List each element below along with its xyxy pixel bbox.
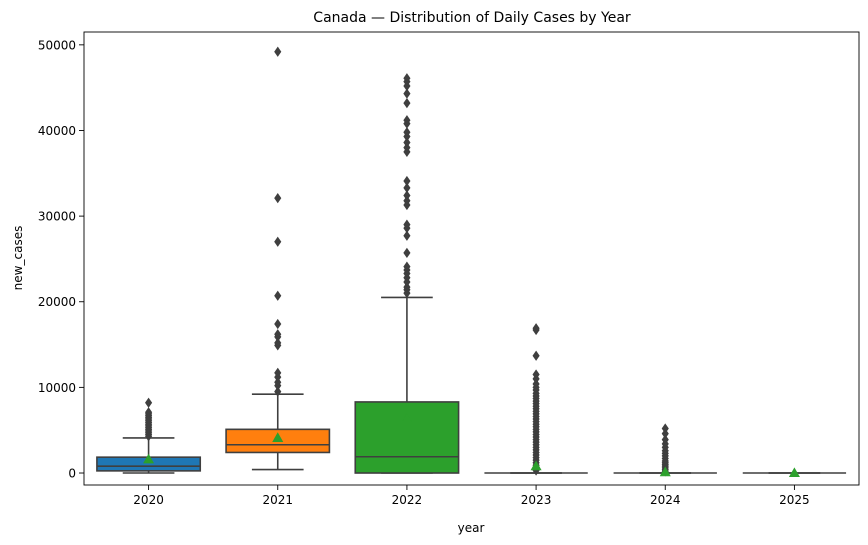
outlier-point xyxy=(403,282,411,293)
outlier-point xyxy=(145,407,153,418)
mean-marker xyxy=(659,466,671,477)
outlier-point xyxy=(274,318,282,330)
x-tick-label: 2025 xyxy=(779,493,810,507)
x-tick-label: 2020 xyxy=(133,493,164,507)
outlier-point xyxy=(403,73,411,84)
chart-title: Canada — Distribution of Daily Cases by … xyxy=(313,10,631,26)
mean-marker xyxy=(143,453,155,464)
x-axis-label: year xyxy=(458,521,485,535)
x-tick-label: 2024 xyxy=(650,493,681,507)
outlier-point xyxy=(274,367,282,378)
y-tick-label: 10000 xyxy=(38,381,76,395)
mean-marker xyxy=(788,467,800,478)
outlier-point xyxy=(403,219,411,230)
mean-marker xyxy=(530,460,542,471)
outlier-point xyxy=(274,236,282,247)
outlier-point xyxy=(274,329,282,340)
plot-area: 0 10000 20000 30000 40000 50000 2020 2021 2022 20… xyxy=(38,38,847,507)
outlier-point xyxy=(532,323,540,334)
outlier-point xyxy=(661,423,669,434)
outlier-point xyxy=(403,261,411,272)
mean-marker xyxy=(272,432,284,442)
y-tick-label: 0 xyxy=(68,467,76,481)
plot-frame xyxy=(83,31,860,486)
y-axis-label: new_cases xyxy=(11,226,25,291)
outlier-point xyxy=(403,127,411,138)
outlier-point xyxy=(403,182,411,193)
outlier-point xyxy=(274,337,282,348)
x-tick-label: 2023 xyxy=(521,493,552,507)
y-tick-label: 20000 xyxy=(38,295,76,309)
outlier-point xyxy=(661,434,669,445)
outlier-point xyxy=(403,115,411,126)
outlier-point xyxy=(403,142,411,153)
outlier-point xyxy=(274,193,282,204)
outlier-point xyxy=(403,190,411,201)
box-2022 xyxy=(354,401,460,474)
outlier-point xyxy=(274,377,282,388)
x-tick-label: 2021 xyxy=(262,493,293,507)
y-tick-label: 40000 xyxy=(38,124,76,138)
outlier-point xyxy=(661,428,669,439)
outlier-point xyxy=(403,175,411,187)
outlier-point xyxy=(403,97,411,109)
outlier-point xyxy=(403,247,411,259)
outlier-point xyxy=(403,195,411,206)
outlier-point xyxy=(274,386,282,397)
outlier-point xyxy=(532,378,540,390)
outlier-point xyxy=(274,290,282,301)
y-tick-label: 50000 xyxy=(38,38,76,52)
y-tick-label: 30000 xyxy=(38,210,76,224)
outlier-point xyxy=(274,46,282,57)
outlier-point xyxy=(145,397,153,408)
outlier-point xyxy=(403,88,411,99)
outlier-point xyxy=(532,369,540,380)
mean-marker xyxy=(401,412,413,423)
outlier-point xyxy=(532,350,540,361)
x-tick-label: 2022 xyxy=(392,493,423,507)
outlier-point xyxy=(403,230,411,241)
outlier-point xyxy=(403,137,411,148)
